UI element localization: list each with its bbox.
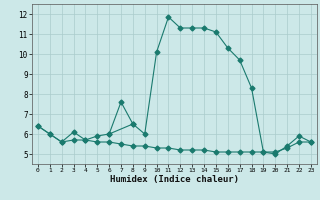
X-axis label: Humidex (Indice chaleur): Humidex (Indice chaleur) xyxy=(110,175,239,184)
